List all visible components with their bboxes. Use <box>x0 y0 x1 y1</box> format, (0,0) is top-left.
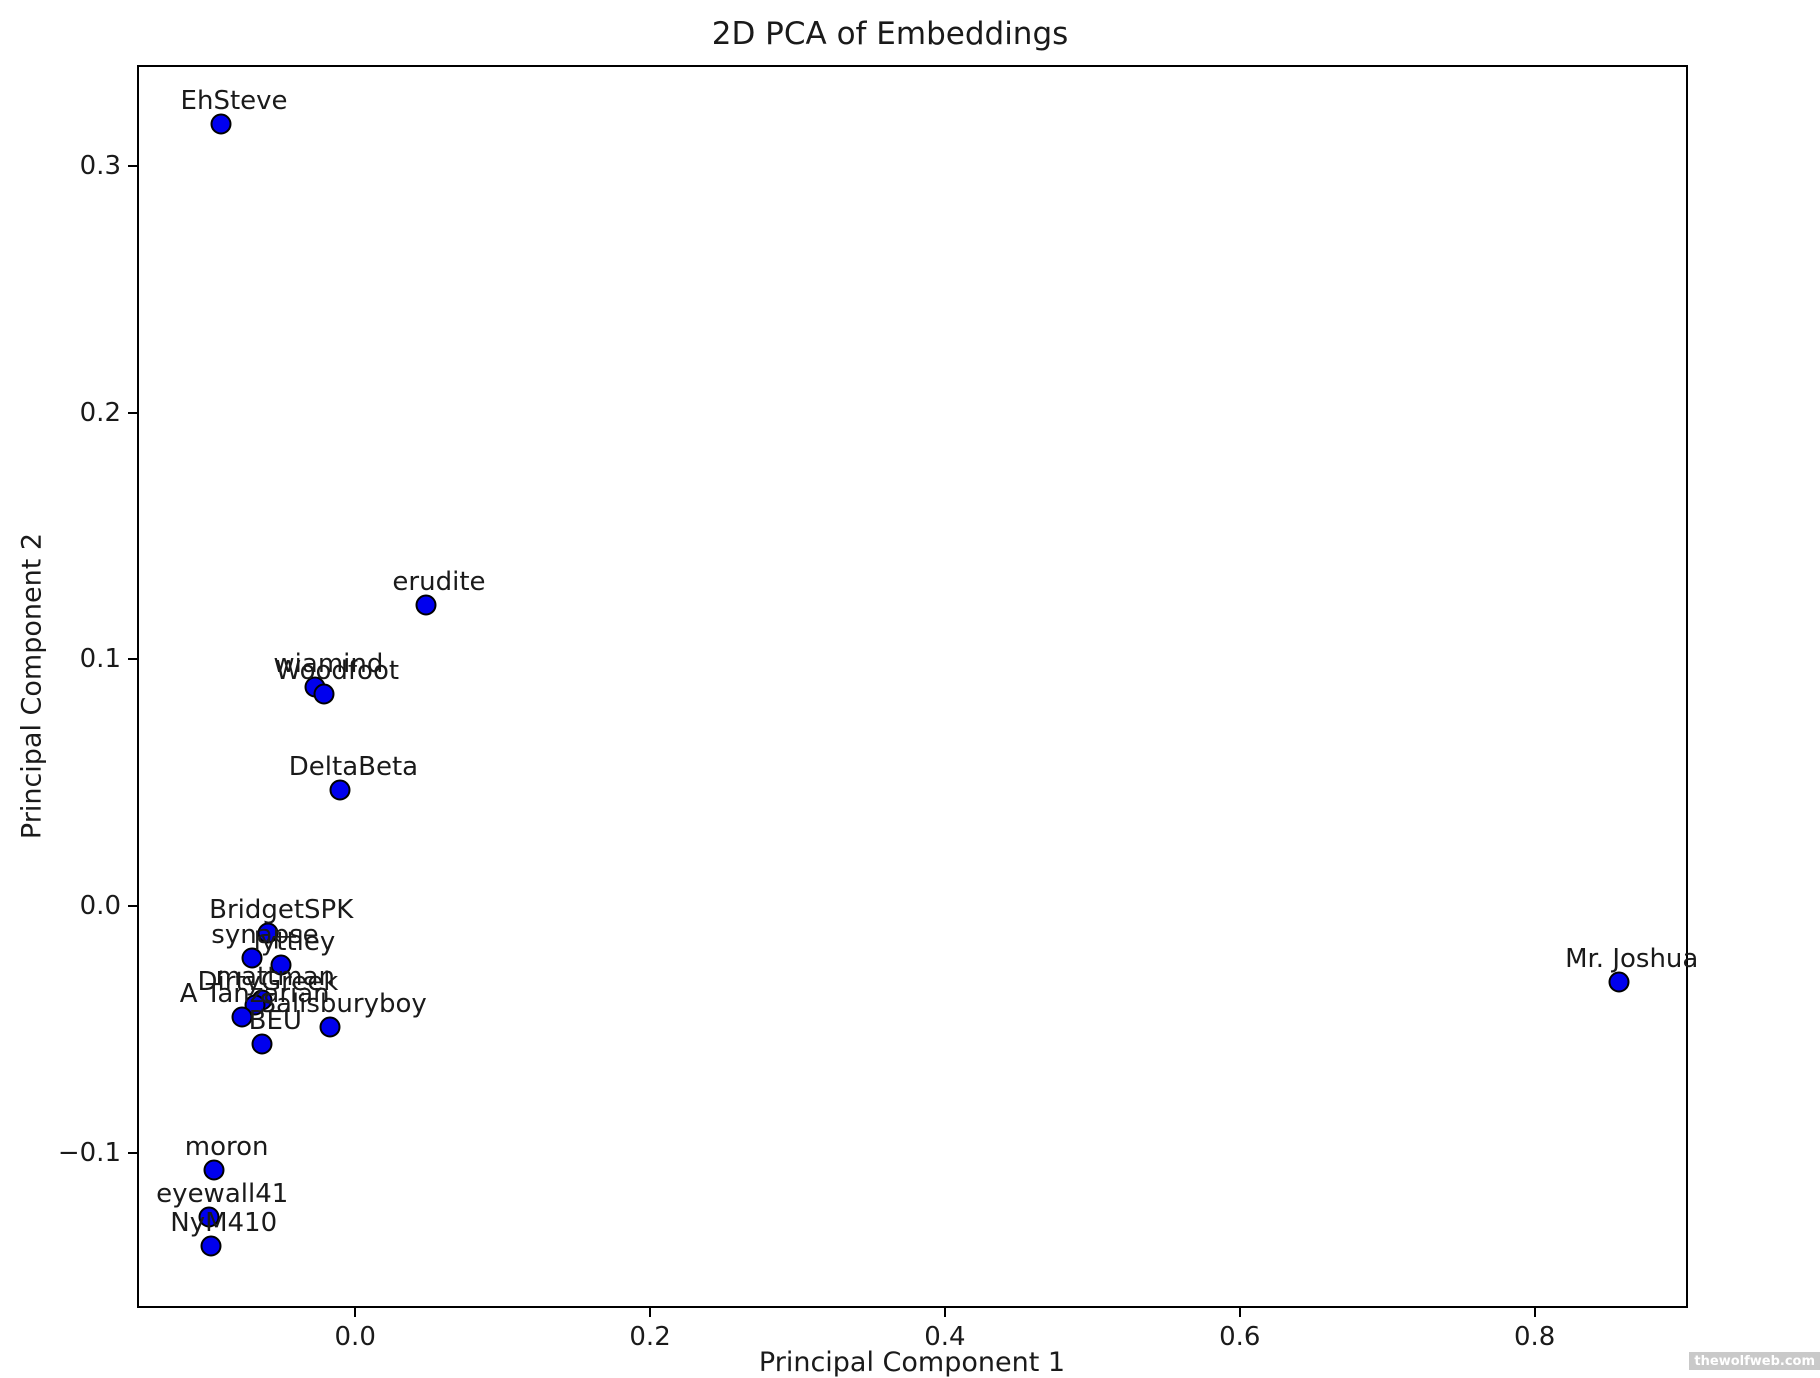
data-point <box>329 779 351 801</box>
watermark: thewolfweb.com <box>1689 1352 1820 1370</box>
point-label: moron <box>184 1131 269 1162</box>
x-tick-mark <box>1533 1308 1536 1317</box>
y-tick-mark <box>128 411 137 414</box>
x-tick-mark <box>649 1308 652 1317</box>
x-tick-mark <box>354 1308 357 1317</box>
y-tick-mark <box>128 658 137 661</box>
data-point <box>251 1033 273 1055</box>
data-point <box>203 1159 225 1181</box>
x-tick-label: 0.8 <box>1513 1322 1556 1352</box>
data-point <box>319 1016 341 1038</box>
y-tick-label: −0.1 <box>57 1137 121 1168</box>
point-label: wiamind <box>273 648 384 679</box>
data-point <box>198 1206 220 1228</box>
point-label: A Tanzarian <box>179 978 330 1009</box>
y-tick-label: 0.1 <box>79 644 121 675</box>
point-label: erudite <box>392 567 486 598</box>
point-label: Woodfoot <box>275 655 400 686</box>
x-axis-label: Principal Component 1 <box>758 1347 1066 1378</box>
y-axis-label: Principal Component 2 <box>16 532 48 840</box>
data-point <box>241 947 263 969</box>
point-label: DeltaBeta <box>288 752 419 783</box>
y-tick-label: 0.3 <box>79 151 121 182</box>
x-tick-label: 0.6 <box>1219 1322 1261 1352</box>
data-point <box>200 1235 222 1257</box>
data-point <box>1608 971 1630 993</box>
point-label: lyttley <box>253 927 336 958</box>
x-tick-label: 0.2 <box>629 1322 671 1352</box>
x-tick-mark <box>1238 1308 1241 1317</box>
data-point <box>210 113 232 135</box>
x-tick-label: 0.0 <box>334 1322 376 1352</box>
point-label: synapse <box>211 919 319 950</box>
y-tick-mark <box>128 1151 137 1154</box>
point-label: Mr. Joshua <box>1565 944 1699 975</box>
data-point <box>270 954 292 976</box>
data-point <box>415 594 437 616</box>
point-label: eyewall41 <box>156 1178 289 1209</box>
point-label: BEU <box>248 1006 302 1037</box>
point-label: NyM410 <box>170 1208 278 1239</box>
data-point <box>257 922 279 944</box>
y-tick-mark <box>128 904 137 907</box>
x-tick-label: 0.4 <box>924 1322 966 1352</box>
point-label: BridgetSPK <box>209 895 354 926</box>
y-tick-mark <box>128 165 137 168</box>
point-label: DirtyGreek <box>197 966 339 997</box>
data-point <box>313 683 335 705</box>
y-tick-label: 0.2 <box>79 397 121 428</box>
plot-area <box>137 65 1688 1308</box>
point-label: Salisburyboy <box>259 988 427 1019</box>
data-point <box>231 1006 253 1028</box>
chart-title: 2D PCA of Embeddings <box>711 16 1069 52</box>
x-tick-mark <box>943 1308 946 1317</box>
point-label: EhSteve <box>180 86 288 117</box>
y-tick-label: 0.0 <box>79 890 121 921</box>
point-label: mattman <box>215 961 336 992</box>
